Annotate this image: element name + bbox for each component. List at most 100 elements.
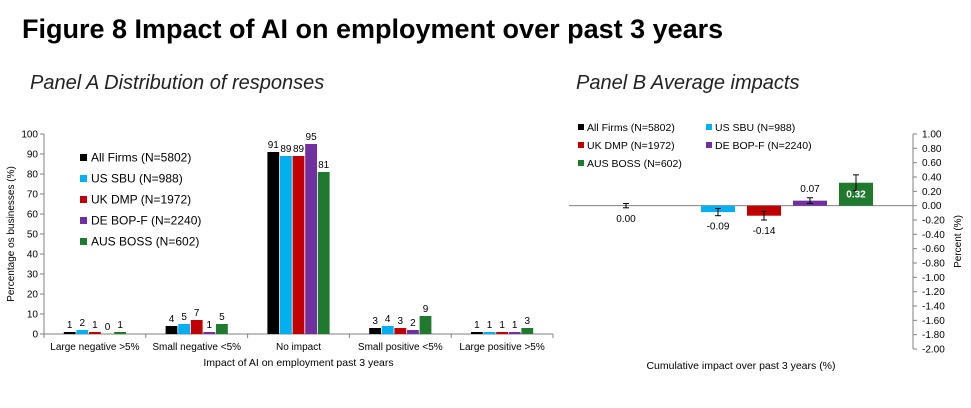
- panel-b-legend-swatch: [578, 142, 584, 148]
- panel-a-data-label: 89: [293, 144, 305, 155]
- panel-a-bar: [521, 328, 534, 334]
- panel-b-y-tick-label: -1.60: [922, 316, 945, 327]
- panel-b-data-label: 0.07: [800, 184, 820, 195]
- panel-b-data-label: 0.00: [616, 214, 636, 225]
- panel-a-data-label: 9: [423, 304, 429, 315]
- panel-a-legend-swatch: [80, 175, 87, 182]
- panel-a-bar: [280, 156, 292, 334]
- panel-a-bar: [381, 326, 394, 334]
- panel-a-x-tick-label: Small positive <5%: [358, 342, 443, 353]
- panel-b-y-tick-label: -2.00: [922, 345, 945, 356]
- panel-a-data-label: 1: [487, 320, 493, 331]
- panel-a-legend-label: AUS BOSS (N=602): [91, 235, 199, 249]
- panel-b-legend-swatch: [706, 142, 712, 148]
- panel-a-data-label: 3: [525, 316, 531, 327]
- panel-a-data-label: 91: [268, 140, 280, 151]
- panel-b-y-tick-label: -1.00: [922, 273, 945, 284]
- panel-a-x-tick-label: Large positive >5%: [459, 342, 544, 353]
- panel-a-y-tick-label: 10: [27, 310, 39, 321]
- panel-a-bar: [496, 332, 508, 334]
- panel-b-data-label: -0.09: [707, 222, 730, 233]
- panel-a-data-label: 1: [92, 320, 98, 331]
- panel-b-legend-label: US SBU (N=988): [715, 122, 795, 134]
- panel-b-y-tick-label: 0.00: [922, 201, 942, 212]
- panel-b-y-tick-label: -0.60: [922, 244, 945, 255]
- panel-b-bar: [747, 205, 781, 216]
- panel-b-y-tick-label: 0.40: [922, 173, 942, 184]
- panel-a-y-tick-label: 0: [32, 330, 38, 341]
- panel-a-legend-swatch: [80, 154, 87, 161]
- panel-a-bar: [369, 328, 381, 334]
- panel-a-data-label: 1: [474, 320, 480, 331]
- panel-a-y-axis-label: Percentage os businesses (%): [6, 166, 17, 302]
- panel-a-bar: [407, 330, 419, 334]
- panel-a-x-tick-label: Small negative <5%: [152, 342, 241, 353]
- panel-a-data-label: 1: [512, 320, 518, 331]
- panel-b-data-label: -0.14: [753, 226, 776, 237]
- panel-a-bar: [419, 316, 432, 334]
- panel-b-legend-label: DE BOP-F (N=2240): [715, 140, 812, 152]
- panel-b-y-tick-label: 0.60: [922, 158, 942, 169]
- panel-b-y-tick-label: -1.80: [922, 330, 945, 341]
- panel-b-x-axis-label: Cumulative impact over past 3 years (%): [646, 360, 835, 372]
- panel-a-bar: [292, 156, 305, 334]
- panel-b-y-tick-label: -0.20: [922, 216, 945, 227]
- panel-b-bar: [839, 182, 873, 206]
- panel-a-data-label: 3: [398, 316, 404, 327]
- panel-a-y-tick-label: 20: [27, 290, 39, 301]
- panel-a-data-label: 1: [207, 320, 213, 331]
- panel-a-y-tick-label: 30: [27, 270, 39, 281]
- panel-a-data-label: 95: [306, 132, 318, 143]
- panel-a-y-tick-label: 90: [27, 150, 39, 161]
- panel-a-bar: [483, 332, 496, 334]
- panel-a-data-label: 1: [499, 320, 505, 331]
- panel-a-y-tick-label: 100: [21, 130, 38, 141]
- panel-a-legend-label: DE BOP-F (N=2240): [91, 214, 201, 228]
- panel-b-legend-label: AUS BOSS (N=602): [587, 158, 682, 170]
- panel-b-title: Panel B Average impacts: [576, 72, 800, 94]
- panel-b-legend-swatch: [578, 124, 584, 130]
- panel-a-data-label: 4: [169, 314, 175, 325]
- panel-b-y-axis-label: Percent (%): [953, 215, 964, 268]
- panel-b-data-label: 0.32: [846, 190, 866, 201]
- panel-a-title: Panel A Distribution of responses: [30, 72, 325, 94]
- panel-a-data-label: 5: [219, 312, 225, 323]
- panel-a-data-label: 2: [80, 318, 86, 329]
- panel-a-data-label: 4: [385, 314, 391, 325]
- panel-a-y-tick-label: 60: [27, 210, 39, 221]
- panel-a-legend-label: All Firms (N=5802): [91, 151, 191, 165]
- panel-a-x-tick-label: Large negative >5%: [50, 342, 139, 353]
- panel-b-y-tick-label: -0.80: [922, 259, 945, 270]
- panel-b-legend-swatch: [578, 160, 584, 166]
- panel-a-legend-swatch: [80, 196, 87, 203]
- panel-b-y-tick-label: 0.20: [922, 187, 942, 198]
- panel-a-bar: [165, 326, 178, 334]
- panel-a-x-tick-label: No impact: [276, 342, 321, 353]
- panel-a-y-tick-label: 50: [27, 230, 39, 241]
- panel-a-bar: [317, 172, 330, 334]
- panel-a-bar: [178, 324, 190, 334]
- panel-a-data-label: 7: [194, 308, 200, 319]
- panel-b-y-tick-label: -1.20: [922, 287, 945, 298]
- panel-a-y-tick-label: 70: [27, 190, 39, 201]
- panel-a-data-label: 1: [117, 320, 123, 331]
- figure-title: Figure 8 Impact of AI on employment over…: [22, 14, 724, 44]
- panel-a-x-axis-label: Impact of AI on employment past 3 years: [203, 357, 393, 369]
- panel-a-data-label: 89: [280, 144, 292, 155]
- panel-b-y-tick-label: 0.80: [922, 144, 942, 155]
- panel-a-data-label: 0: [105, 322, 111, 333]
- panel-a-bar: [203, 332, 216, 334]
- panel-a-data-label: 3: [372, 316, 378, 327]
- panel-a-bar: [305, 144, 317, 334]
- panel-a-bar: [394, 328, 407, 334]
- panel-a-data-label: 81: [318, 160, 330, 171]
- panel-a-bar: [76, 330, 89, 334]
- panel-a-bar: [190, 320, 203, 334]
- panel-a-y-tick-label: 80: [27, 170, 39, 181]
- panel-a-bar: [114, 332, 126, 334]
- panel-a-data-label: 1: [67, 320, 73, 331]
- panel-b-y-tick-label: -1.40: [922, 302, 945, 313]
- panel-a-bar: [267, 152, 280, 334]
- panel-a-bar: [471, 332, 483, 334]
